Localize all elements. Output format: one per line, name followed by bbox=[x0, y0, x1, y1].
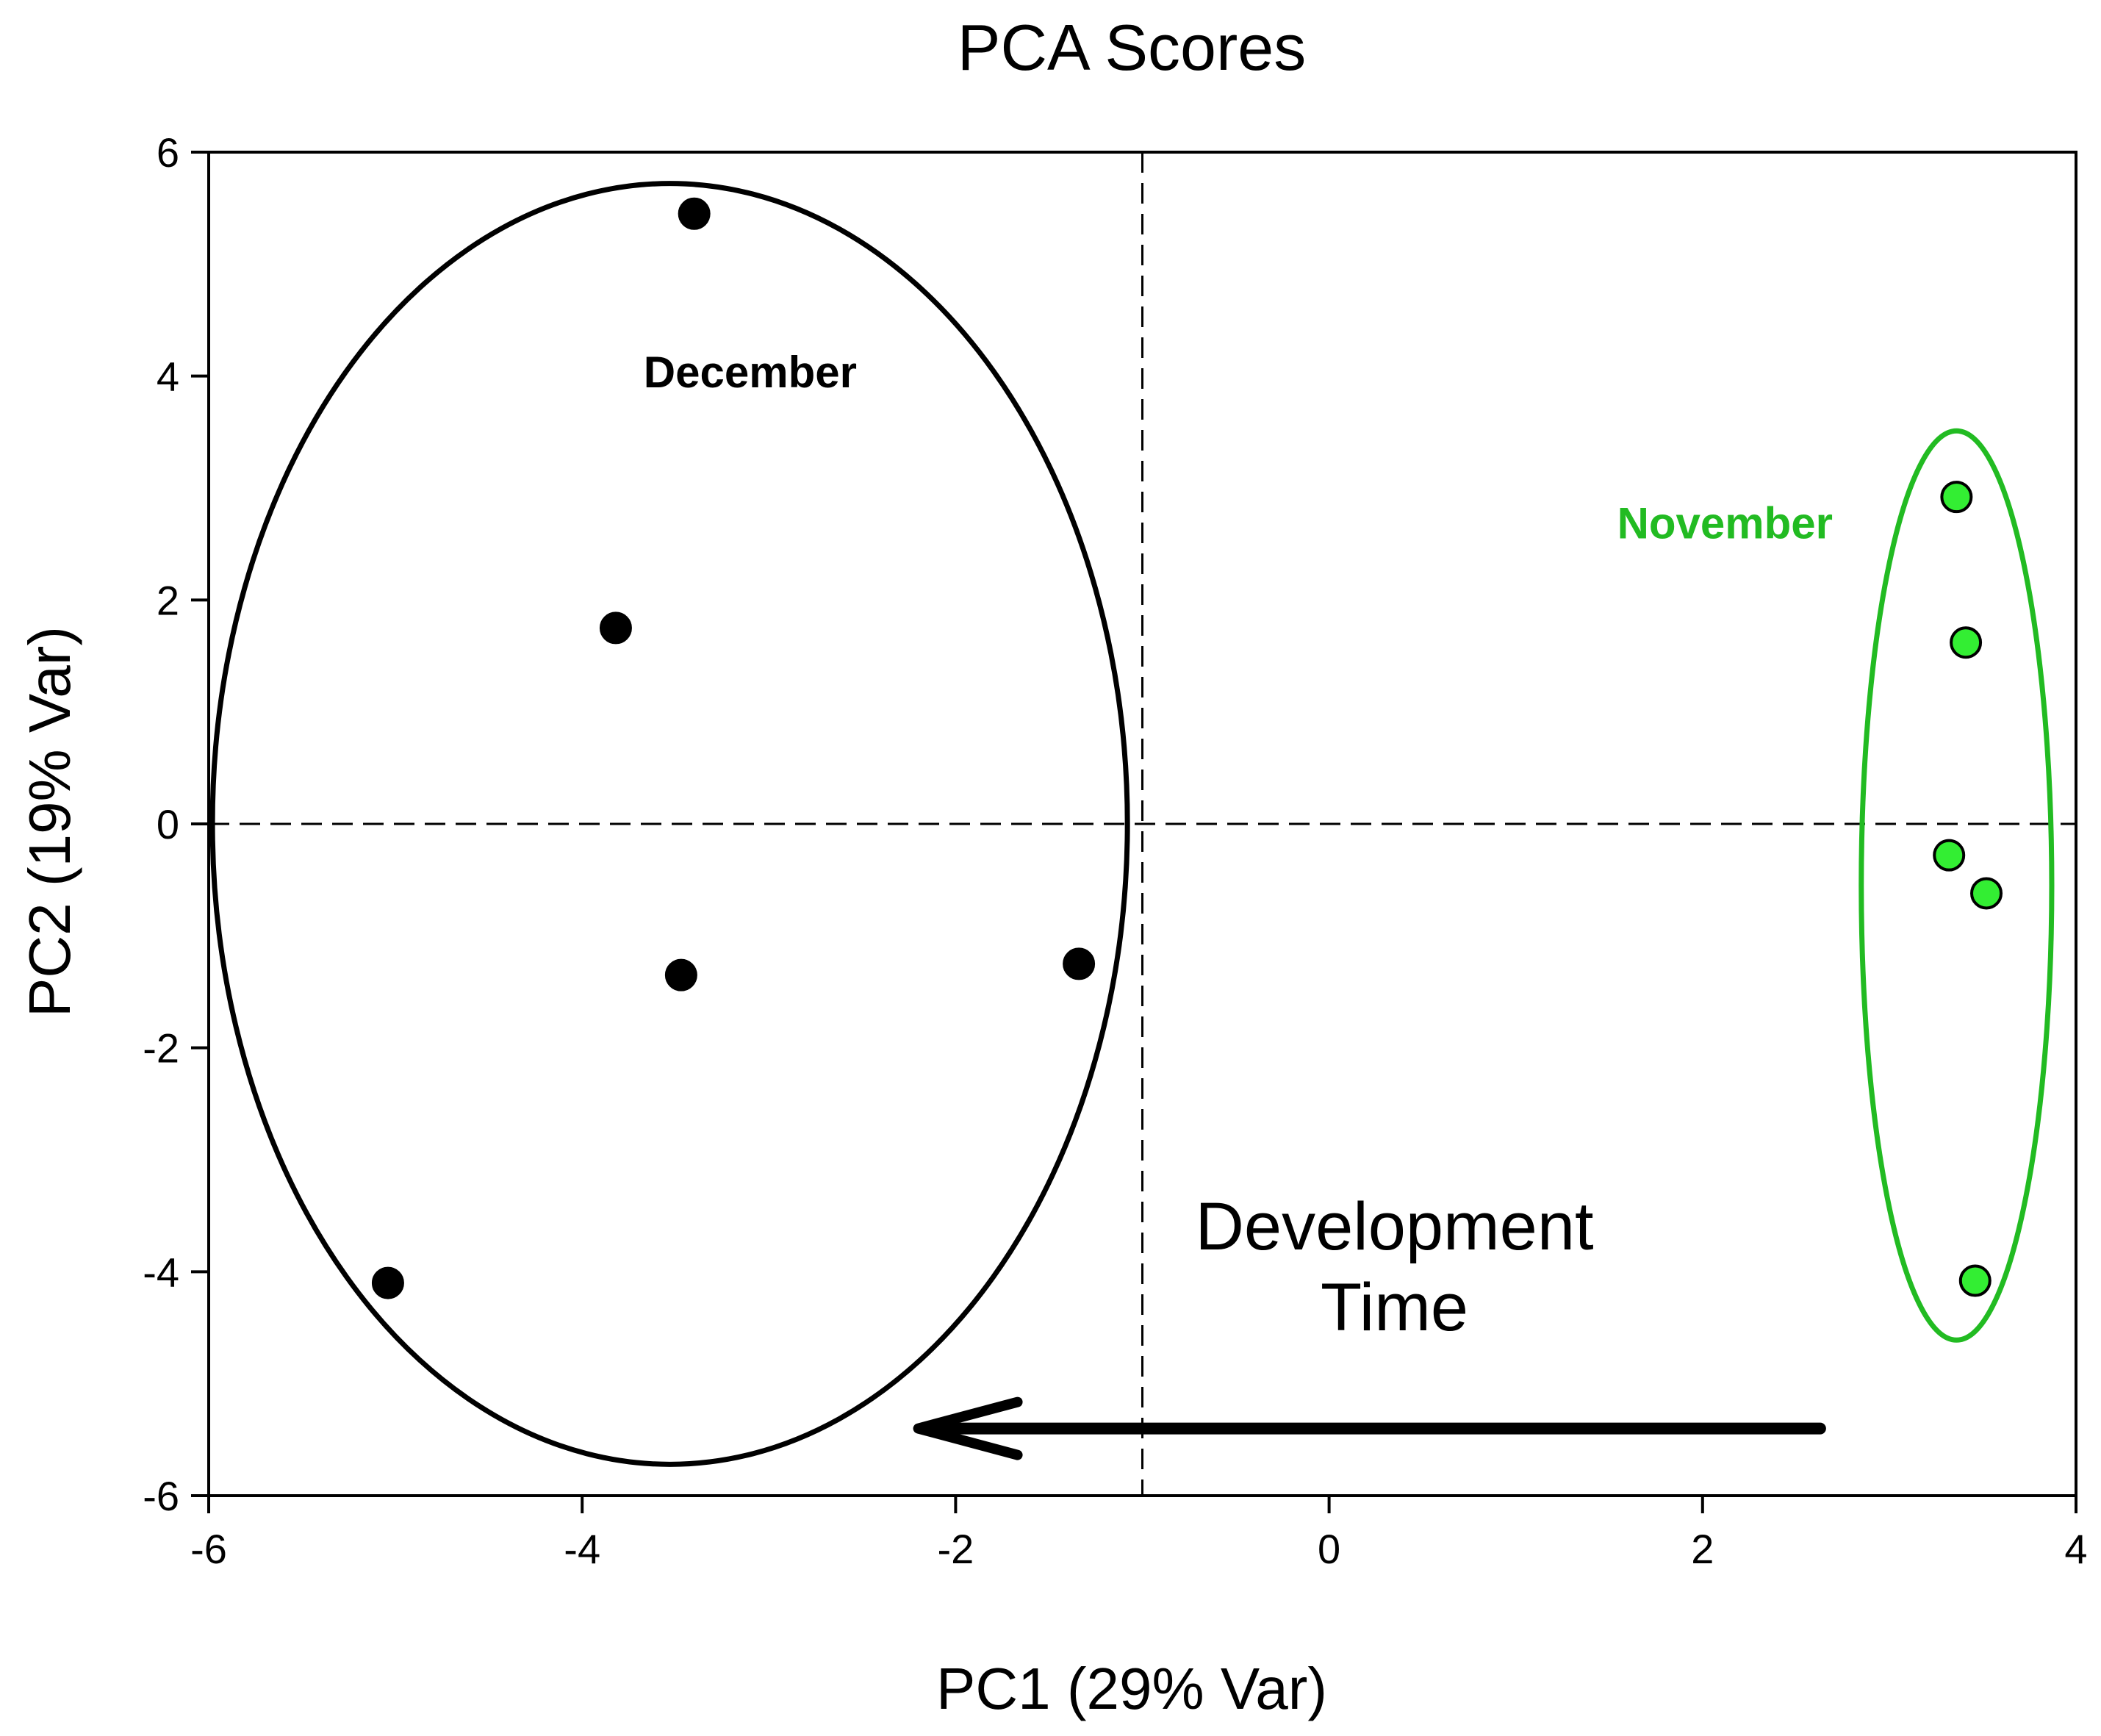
december-point bbox=[678, 197, 711, 230]
development-time-label: Development bbox=[1195, 1189, 1593, 1264]
november-point bbox=[1940, 481, 1973, 514]
x-tick-label: 2 bbox=[1691, 1526, 1714, 1572]
y-tick-label: 0 bbox=[157, 801, 179, 847]
x-axis-label: PC1 (29% Var) bbox=[936, 1656, 1327, 1721]
plot-area: -6 -4 -2 0 2 4 -6 -4 -2 0 2 4 6 December November Devel… bbox=[143, 129, 2087, 1572]
y-tick-label: 2 bbox=[157, 577, 179, 623]
december-label: December bbox=[644, 348, 857, 397]
november-point bbox=[1950, 626, 1983, 659]
december-point bbox=[664, 958, 697, 991]
x-tick-label: 4 bbox=[2064, 1526, 2087, 1572]
november-point bbox=[1933, 839, 1966, 872]
november-ellipse bbox=[1858, 428, 2055, 1343]
november-point bbox=[1970, 877, 2003, 910]
chart-title: PCA Scores bbox=[958, 11, 1306, 84]
y-axis-label: PC2 (19% Var) bbox=[17, 626, 82, 1017]
x-tick-label: -6 bbox=[190, 1526, 227, 1572]
november-label: November bbox=[1617, 499, 1833, 548]
x-tick-label: -2 bbox=[938, 1526, 974, 1572]
y-tick-label: 6 bbox=[157, 129, 179, 176]
december-point bbox=[1063, 947, 1096, 980]
x-tick-label: -4 bbox=[564, 1526, 600, 1572]
december-point bbox=[599, 611, 632, 645]
november-point bbox=[1958, 1264, 1992, 1297]
development-time-arrowhead bbox=[913, 1396, 1023, 1460]
december-ellipse bbox=[209, 181, 1130, 1467]
y-tick-label: 4 bbox=[157, 354, 179, 400]
december-point bbox=[371, 1266, 404, 1299]
y-tick-label: -4 bbox=[143, 1249, 179, 1295]
y-tick-label: -2 bbox=[143, 1025, 179, 1072]
y-tick-label: -6 bbox=[143, 1473, 179, 1519]
x-tick-label: 0 bbox=[1318, 1526, 1340, 1572]
development-time-label: Time bbox=[1321, 1270, 1468, 1345]
